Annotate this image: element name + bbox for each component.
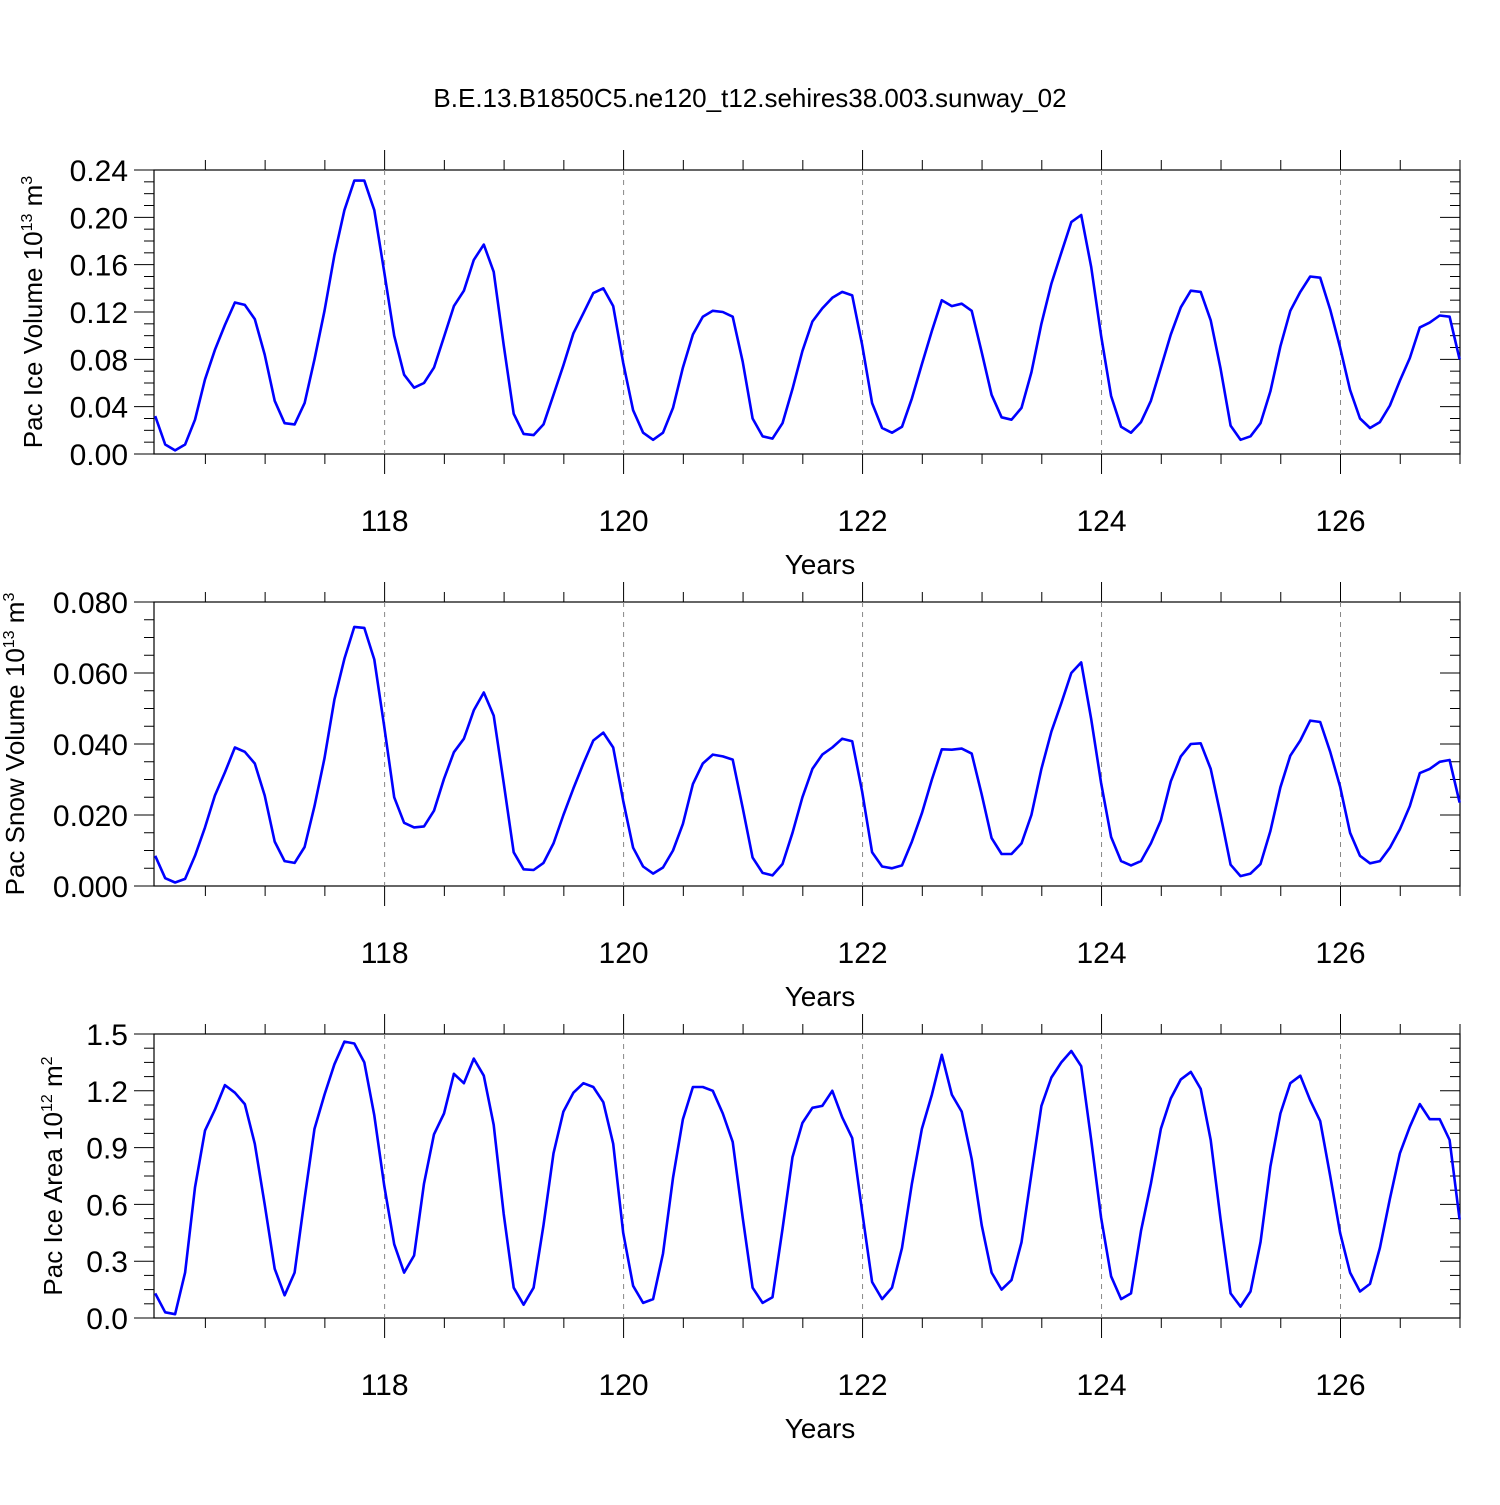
x-tick-label: 124 <box>1077 505 1127 538</box>
x-tick-label: 122 <box>838 505 888 538</box>
x-axis-label: Years <box>785 981 856 1012</box>
x-tick-label: 126 <box>1315 1369 1365 1402</box>
y-tick-label: 0.9 <box>86 1133 128 1166</box>
y-tick-label: 0.24 <box>70 155 128 188</box>
y-axis-label: Pac Snow Volume 1013 m3 <box>0 593 30 896</box>
x-axis-label: Years <box>785 549 856 580</box>
plot-frame <box>153 1033 1461 1319</box>
panel-2: 118 120 122 124 126 Years 0.000 0.020 0.040 0.060… <box>0 582 1461 1012</box>
chart-title: B.E.13.B1850C5.ne120_t12.sehires38.003.s… <box>433 83 1066 113</box>
y-axis-label: Pac Ice Volume 1013 m3 <box>18 176 48 449</box>
panel-1: 118 120 122 124 126 Years 0.00 0.04 0.08 0.12 0.16… <box>18 150 1461 580</box>
y-tick-label: 0.00 <box>70 439 128 472</box>
x-tick-label: 120 <box>599 505 649 538</box>
y-tick-label: 0.04 <box>70 392 128 425</box>
y-tick-label: 0.6 <box>86 1189 128 1222</box>
y-tick-label: 0.0 <box>86 1303 128 1336</box>
x-tick-label: 126 <box>1315 937 1365 970</box>
y-tick-label: 0.16 <box>70 250 128 283</box>
y-tick-label: 0.040 <box>53 729 128 762</box>
x-tick-label: 118 <box>361 505 409 538</box>
x-tick-label: 118 <box>361 1369 409 1402</box>
y-axis-label: Pac Ice Area 1012 m2 <box>38 1056 68 1295</box>
panel-3: 118 120 122 124 126 Years 0.0 0.3 0.6 0.9 1.2 1.5 Pa… <box>38 1014 1461 1444</box>
y-tick-label: 0.3 <box>86 1246 128 1279</box>
y-tick-label: 0.08 <box>70 344 128 377</box>
y-tick-label: 1.5 <box>86 1019 128 1052</box>
x-axis-label: Years <box>785 1413 856 1444</box>
series-line <box>154 625 1461 884</box>
x-tick-label: 118 <box>361 937 409 970</box>
y-tick-label: 1.2 <box>86 1076 128 1109</box>
x-tick-label: 126 <box>1315 505 1365 538</box>
x-tick-label: 120 <box>599 937 649 970</box>
x-tick-label: 120 <box>599 1369 649 1402</box>
x-tick-label: 124 <box>1077 937 1127 970</box>
panels: 118 120 122 124 126 Years 0.00 0.04 0.08 0.12 0.16… <box>0 150 1461 1444</box>
y-tick-label: 0.000 <box>53 871 128 904</box>
x-tick-label: 122 <box>838 1369 888 1402</box>
y-tick-label: 0.12 <box>70 297 128 330</box>
y-tick-label: 0.20 <box>70 202 128 235</box>
y-tick-label: 0.020 <box>53 800 128 833</box>
series-line <box>154 1040 1461 1316</box>
y-tick-label: 0.060 <box>53 658 128 691</box>
series-line <box>153 179 1461 452</box>
y-tick-label: 0.080 <box>53 587 128 620</box>
x-tick-label: 124 <box>1077 1369 1127 1402</box>
x-tick-label: 122 <box>838 937 888 970</box>
